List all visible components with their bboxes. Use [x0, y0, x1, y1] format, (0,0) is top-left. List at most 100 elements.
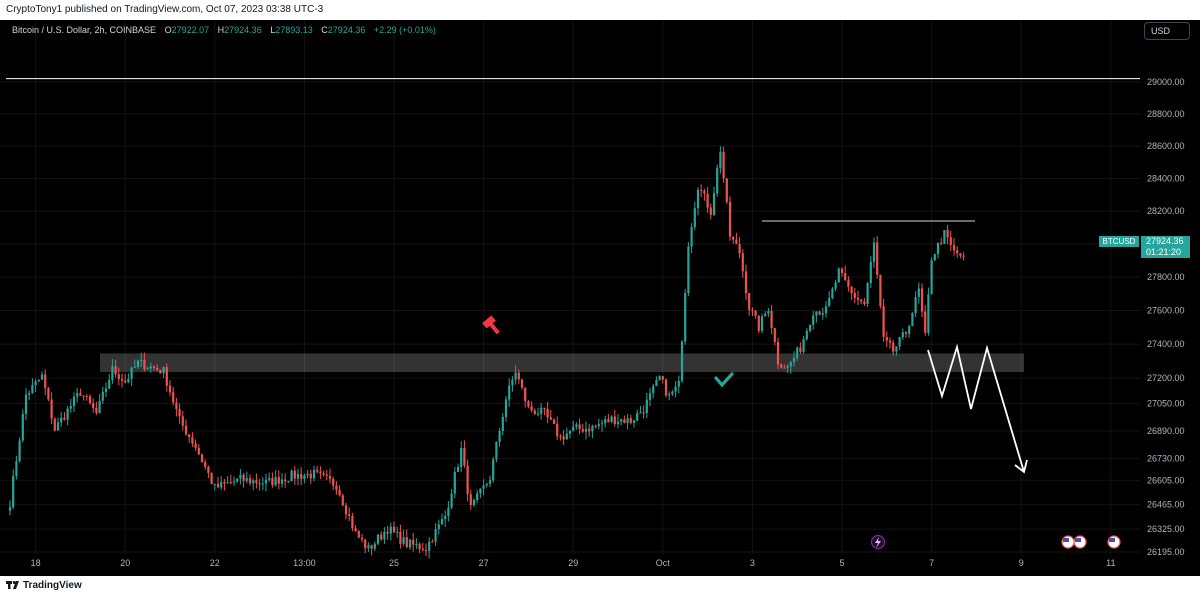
candle-body	[197, 447, 200, 455]
candle-body	[69, 406, 72, 409]
candle-body	[194, 443, 197, 448]
candle-body	[837, 268, 840, 283]
candle-body	[844, 272, 847, 280]
candle-body	[949, 237, 952, 245]
candle-body	[556, 423, 559, 437]
candle-body	[12, 476, 15, 508]
footer-brand: TradingView	[23, 580, 82, 591]
candle-body	[351, 515, 354, 529]
candle-body	[914, 297, 917, 313]
lightning-icon[interactable]	[871, 535, 885, 549]
currency-button[interactable]: USD	[1144, 22, 1190, 40]
candle-body	[277, 476, 280, 484]
candle-body	[386, 531, 389, 534]
candle-body	[290, 470, 293, 482]
candle-body	[252, 480, 255, 484]
candle-body	[696, 189, 700, 209]
candle-body	[508, 385, 511, 400]
candle-body	[159, 369, 162, 374]
candle-body	[360, 537, 364, 540]
chart-legend: Bitcoin / U.S. Dollar, 2h, COINBASE O279…	[12, 25, 436, 35]
candle-body	[597, 424, 600, 426]
candle-body	[34, 381, 37, 385]
candle-body	[316, 469, 319, 472]
candle-body	[799, 347, 802, 352]
candle-body	[872, 242, 876, 262]
candle-body	[796, 347, 799, 358]
candle-body	[927, 294, 930, 333]
candle-body	[629, 418, 632, 423]
last-price: 27924.36	[1146, 236, 1184, 246]
candle-body	[600, 423, 604, 425]
candle-body	[408, 539, 412, 548]
us-flag-icon[interactable]	[1061, 535, 1075, 549]
candle-body	[271, 478, 274, 486]
time-tick-label: 9	[1019, 558, 1024, 568]
candle-body	[680, 341, 684, 381]
support-zone	[100, 353, 1024, 373]
candle-body	[239, 474, 242, 479]
symbol-tag: BTCUSD	[1099, 236, 1139, 247]
candle-body	[511, 379, 514, 386]
time-tick-label: 5	[839, 558, 844, 568]
us-flag-icon-2[interactable]	[1073, 535, 1087, 549]
candle-body	[863, 301, 866, 304]
candle-body	[626, 418, 629, 424]
candle-body	[338, 489, 341, 496]
candle-body	[645, 399, 648, 414]
candle-body	[149, 366, 152, 369]
publish-header: CryptoTony1 published on TradingView.com…	[0, 0, 1200, 20]
price-tick-label: 27800.00	[1147, 272, 1185, 282]
candle-body	[402, 537, 405, 544]
candle-body	[248, 478, 252, 484]
candle-body	[866, 283, 869, 304]
candle-body	[287, 481, 290, 483]
candle-body	[396, 531, 399, 533]
candle-body	[31, 384, 34, 394]
candle-body	[671, 391, 674, 395]
price-tick-label: 26605.00	[1147, 475, 1185, 485]
candle-body	[53, 418, 56, 431]
candle-body	[284, 479, 287, 482]
candle-body	[908, 326, 911, 334]
candle-body	[82, 395, 85, 397]
candle-body	[962, 255, 965, 257]
candle-body	[258, 483, 261, 485]
candle-body	[620, 419, 623, 422]
time-tick-label: 20	[120, 558, 130, 568]
chart-svg[interactable]: 29000.00 28800.00 28600.00 28400.00 28200.00…	[0, 20, 1200, 576]
candle-body	[815, 311, 818, 316]
candle-body	[370, 545, 373, 549]
candle-body	[504, 399, 508, 417]
candle-body	[415, 543, 418, 545]
candle-body	[242, 474, 245, 481]
candle-body	[364, 539, 367, 549]
candle-body	[898, 337, 901, 347]
candle-body	[533, 410, 536, 414]
candle-body	[610, 416, 613, 422]
candle-body	[178, 409, 181, 417]
candle-body	[453, 471, 456, 494]
candle-body	[594, 425, 597, 427]
candle-body	[706, 193, 709, 208]
chart-area[interactable]: 29000.00 28800.00 28600.00 28400.00 28200.00…	[0, 20, 1200, 576]
us-flag-icon-3[interactable]	[1107, 535, 1121, 549]
time-axis[interactable]: 18 20 22 13:00 25 27 29 Oct 3 5 7 9 11	[31, 558, 1116, 568]
candle-body	[568, 430, 572, 434]
close-label: C	[321, 25, 328, 35]
candle-body	[812, 315, 815, 325]
price-axis[interactable]: 29000.00 28800.00 28600.00 28400.00 28200.00…	[1147, 77, 1185, 557]
candle-body	[946, 230, 949, 238]
price-tick-label: 26730.00	[1147, 454, 1185, 464]
candle-body	[888, 340, 892, 343]
candle-body	[220, 482, 223, 488]
projection-arrow[interactable]	[927, 343, 1025, 473]
candle-body	[101, 391, 104, 401]
time-tick-label: 3	[750, 558, 755, 568]
candle-body	[348, 514, 351, 516]
candle-body	[952, 244, 956, 251]
candle-body	[652, 386, 655, 394]
candle-body	[882, 306, 885, 337]
candle-body	[367, 545, 370, 549]
candle-body	[546, 408, 549, 418]
